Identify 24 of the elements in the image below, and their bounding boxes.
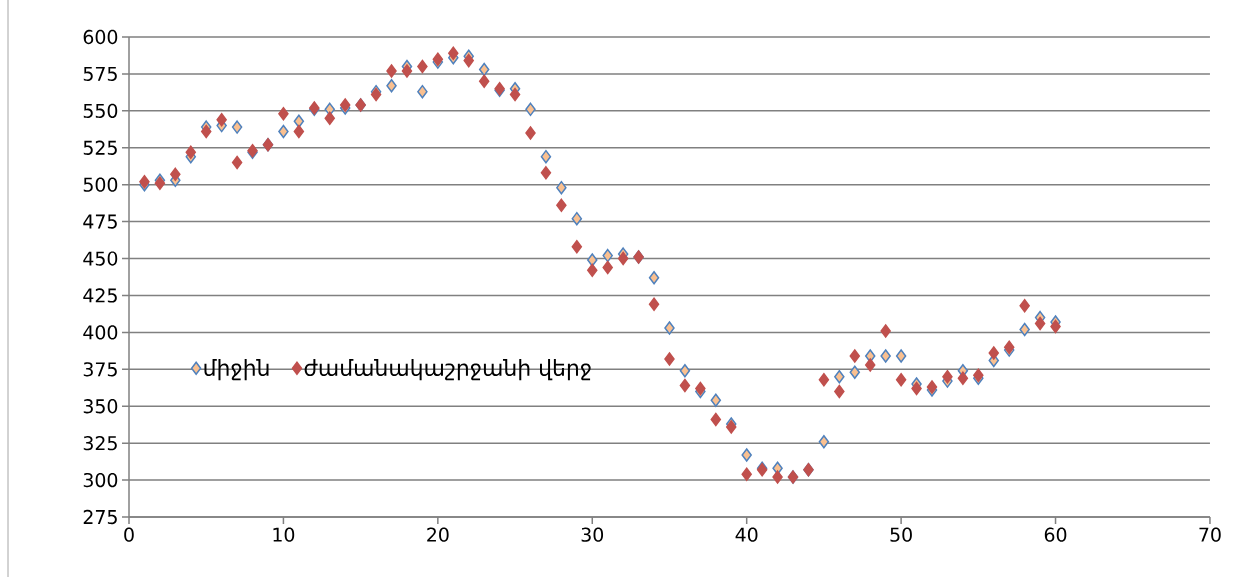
x-tick-label: 10 (273, 527, 295, 542)
y-tick-label: 350 (83, 399, 118, 414)
legend-label: ժամանակաշրջանի վերջ (304, 359, 591, 381)
y-tick-label: 425 (83, 288, 117, 303)
y-tick-label: 275 (83, 509, 117, 525)
y-tick-label: 550 (83, 103, 118, 118)
x-tick-label: 20 (427, 527, 449, 542)
y-tick-label: 325 (83, 436, 117, 451)
y-tick-label: 600 (83, 29, 118, 45)
y-tick-label: 575 (83, 66, 117, 81)
x-tick-label: 70 (1199, 527, 1221, 542)
y-tick-label: 475 (83, 214, 117, 229)
legend-label: միջին (204, 359, 269, 381)
x-tick-label: 30 (581, 527, 604, 542)
x-tick-label: 50 (890, 527, 912, 542)
y-tick-label: 300 (83, 472, 118, 488)
y-tick-label: 525 (83, 140, 117, 155)
x-tick-label: 0 (124, 527, 134, 542)
y-tick-label: 500 (83, 177, 118, 192)
x-tick-label: 60 (1044, 527, 1067, 542)
y-tick-label: 400 (83, 325, 118, 340)
y-tick-label: 450 (83, 251, 118, 266)
y-tick-label: 375 (83, 362, 117, 377)
x-tick-label: 40 (735, 527, 758, 542)
